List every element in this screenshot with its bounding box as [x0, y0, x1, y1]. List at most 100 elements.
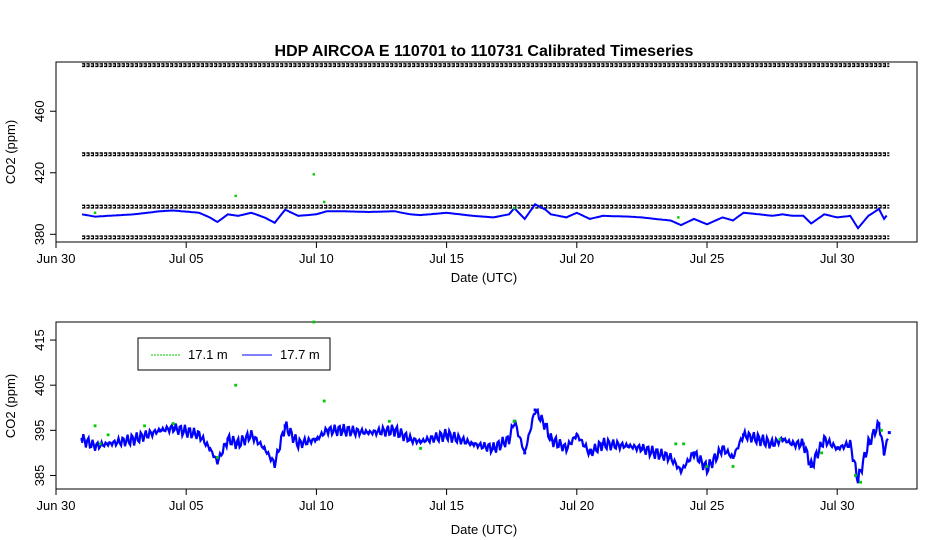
series-17-7m-point	[835, 446, 839, 450]
series-17-7m-point	[601, 442, 605, 446]
series-17-1m-point	[216, 456, 219, 459]
series-17-7m-point	[544, 424, 548, 428]
x-tick-label: Jul 30	[820, 251, 855, 266]
series-17-7m-point	[564, 446, 568, 450]
series-17-7m-point	[507, 437, 511, 441]
top-plot-data	[81, 63, 890, 240]
y-tick-label: 405	[32, 374, 47, 396]
series-17-1m-point	[778, 437, 782, 441]
top-x-axis: Jun 30 Jul 05 Jul 10 Jul 15 Jul 20 Jul 25 Jul …	[36, 242, 855, 266]
series-17-7m-point	[262, 446, 266, 450]
series-17-7m-line	[81, 202, 888, 230]
top-y-axis: 380 420 460	[32, 100, 56, 245]
series-17-7m-point	[757, 437, 761, 441]
y-tick-label: 395	[32, 419, 47, 441]
series-17-7m-point	[158, 428, 162, 432]
series-17-7m-point	[877, 422, 881, 426]
bottom-plot-frame	[55, 321, 918, 490]
series-17-1m-point	[171, 422, 175, 425]
series-17-1m-point	[234, 383, 238, 387]
series-17-1m-point	[387, 419, 391, 423]
series-17-7m-point	[640, 446, 644, 450]
series-17-7m-line	[80, 407, 889, 484]
series-17-1m-point	[854, 474, 857, 477]
series-17-7m-point	[809, 464, 813, 468]
series-17-1m-point	[820, 451, 823, 455]
series-17-7m-point	[731, 455, 735, 459]
series-17-7m-point	[296, 442, 300, 446]
series-17-7m-point	[791, 442, 795, 446]
series-17-1m-point	[106, 433, 110, 437]
bottom-plot-data	[80, 320, 891, 484]
series-17-7m-point	[80, 437, 84, 441]
series-17-7m-point	[588, 451, 592, 455]
x-tick-label: Jul 10	[299, 498, 334, 513]
series-17-7m-point	[856, 478, 860, 482]
y-tick-label: 420	[32, 162, 47, 184]
top-x-axis-label: Date (UTC)	[451, 270, 517, 285]
x-tick-label: Jul 05	[169, 251, 204, 266]
series-17-7m-point	[393, 428, 397, 432]
series-17-7m-point	[653, 451, 657, 455]
series-17-7m-point	[575, 433, 579, 437]
chart-title: HDP AIRCOA E 110701 to 110731 Calibrated…	[275, 43, 694, 60]
series-17-7m-point	[721, 446, 725, 450]
series-17-7m-point	[208, 446, 212, 450]
series-17-7m-point	[471, 442, 475, 446]
series-17-7m-point	[106, 442, 110, 446]
series-17-7m-point	[781, 437, 785, 441]
x-tick-label: Jul 15	[429, 251, 464, 266]
series-17-7m-point	[445, 433, 449, 437]
series-17-1m-point	[143, 424, 146, 428]
series-17-7m-point	[408, 437, 412, 441]
series-17-1m-point	[859, 480, 863, 484]
y-tick-label: 460	[32, 100, 47, 122]
series-17-7m-point	[741, 433, 745, 437]
y-tick-label: 385	[32, 465, 47, 487]
x-tick-label: Jul 05	[169, 498, 204, 513]
series-17-7m-point	[801, 442, 805, 446]
series-17-1m-point	[512, 419, 516, 423]
x-tick-label: Jun 30	[36, 498, 75, 513]
top-plot-frame	[55, 61, 918, 243]
series-17-1m-point	[677, 216, 680, 219]
series-17-1m-point	[93, 424, 97, 428]
x-tick-label: Jul 30	[820, 498, 855, 513]
series-17-7m-point	[770, 442, 774, 446]
series-17-7m-point	[491, 446, 495, 450]
y-tick-label: 415	[32, 329, 47, 351]
series-17-7m-point	[283, 424, 287, 428]
series-17-1m-point	[731, 465, 735, 468]
legend-label-17-7m: 17.7 m	[280, 347, 320, 362]
x-tick-label: Jul 25	[690, 251, 725, 266]
series-17-7m-point	[669, 455, 673, 459]
series-17-7m-point	[866, 442, 870, 446]
series-17-7m-point	[705, 467, 709, 471]
series-17-7m-point	[171, 426, 175, 430]
series-17-1m-point	[93, 211, 97, 214]
series-17-7m-point	[887, 431, 891, 435]
series-17-1m-point	[234, 194, 237, 198]
x-tick-label: Jul 20	[559, 498, 594, 513]
series-17-7m-point	[627, 444, 631, 448]
bottom-y-axis: 385 395 405 415	[32, 329, 56, 486]
series-17-7m-point	[848, 442, 852, 446]
series-17-1m-point	[705, 465, 709, 468]
series-17-1m-point	[682, 442, 685, 446]
x-tick-label: Jul 20	[559, 251, 594, 266]
bottom-y-axis-label: CO2 (ppm)	[3, 374, 18, 438]
legend: 17.1 m 17.7 m	[137, 337, 331, 371]
y-tick-label: 380	[32, 223, 47, 245]
series-17-7m-point	[249, 433, 253, 437]
series-17-7m-point	[132, 437, 136, 441]
bottom-x-axis: Jun 30 Jul 05 Jul 10 Jul 15 Jul 20 Jul 25 Jul …	[36, 489, 855, 513]
series-17-7m-point	[215, 460, 219, 464]
x-tick-label: Jul 10	[299, 251, 334, 266]
legend-box	[137, 337, 331, 371]
series-17-1m-point	[322, 399, 326, 403]
series-17-7m-point	[692, 451, 696, 455]
series-17-7m-point	[197, 433, 201, 437]
series-17-7m-point	[679, 469, 683, 473]
